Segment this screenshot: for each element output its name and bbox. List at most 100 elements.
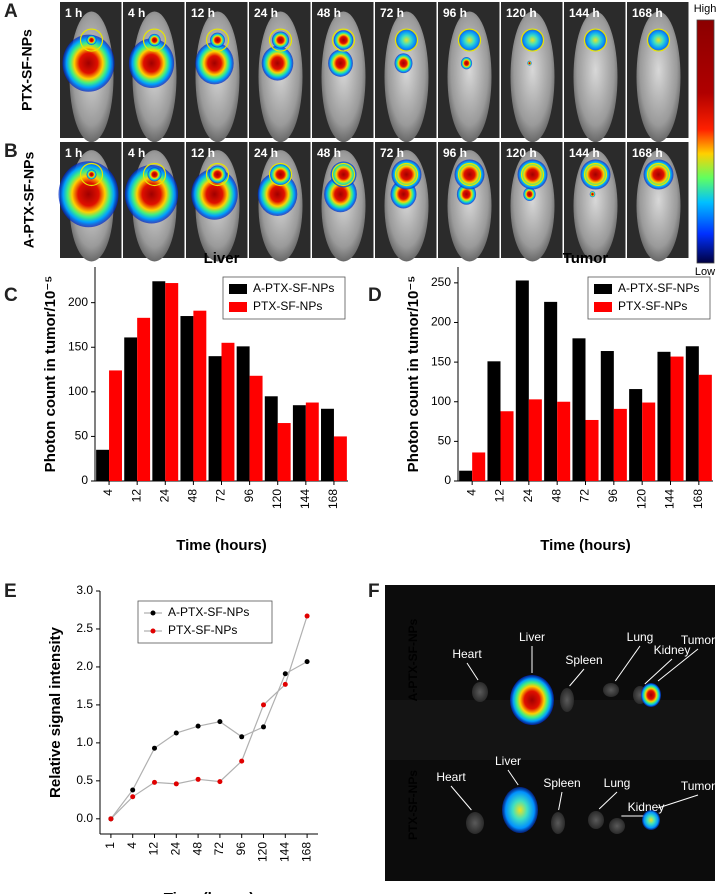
tumor-outline: [646, 162, 671, 187]
legend-marker: [150, 628, 156, 634]
bar: [572, 338, 586, 481]
y-tick-label: 150: [431, 354, 451, 368]
bar: [208, 356, 222, 481]
panel-letter: A: [4, 1, 18, 22]
marker: [282, 681, 288, 687]
signal-liver: [195, 42, 234, 85]
tumor-outline: [520, 28, 545, 52]
legend-swatch: [229, 284, 247, 294]
bar: [698, 374, 712, 481]
marker: [239, 734, 245, 740]
signal-tumor: [86, 169, 97, 180]
signal-liver: [527, 60, 532, 66]
x-tick-label: 96: [242, 489, 256, 503]
organ-arrow: [558, 791, 563, 811]
tumor-outline: [457, 162, 482, 187]
bar: [109, 370, 122, 481]
organ: [472, 682, 488, 702]
x-tick-label: 12: [493, 489, 507, 503]
time-label: 24 h: [254, 146, 278, 160]
row-label: A-PTX-SF-NPs: [406, 618, 420, 701]
legend-swatch: [229, 302, 247, 312]
time-label: 144 h: [569, 6, 600, 20]
x-tick-label: 24: [521, 489, 535, 503]
bar: [321, 408, 334, 481]
organ-label: Tumor: [681, 633, 715, 647]
organ-arrow: [614, 645, 641, 682]
y-tick-label: 50: [75, 429, 89, 443]
tumor-outline: [646, 28, 671, 52]
x-tick-label: 4: [464, 489, 478, 496]
x-tick-label: 144: [298, 489, 312, 509]
signal-liver: [58, 161, 119, 228]
y-tick-label: 2.5: [76, 621, 93, 635]
marker: [239, 758, 245, 764]
mouse-body: [447, 11, 492, 143]
x-tick-label: 1: [103, 842, 117, 849]
bar: [459, 470, 473, 481]
y-axis-title: Photon count in tumor/10⁻⁵: [405, 276, 422, 473]
organ-label: Liver: [495, 754, 521, 768]
bar: [152, 281, 166, 481]
x-tick-label: 120: [270, 489, 284, 509]
tumor-outline: [331, 162, 356, 187]
organ-label: Spleen: [565, 653, 602, 667]
tumor-outline: [394, 28, 419, 52]
x-tick-label: 4: [125, 842, 139, 849]
bar: [629, 389, 643, 481]
mouse-body: [573, 11, 618, 143]
signal-tumor: [330, 161, 357, 188]
marker: [108, 816, 114, 822]
x-tick-label: 48: [549, 489, 563, 503]
bar: [685, 346, 699, 481]
signal-liver: [523, 187, 536, 202]
time-label: 96 h: [443, 146, 467, 160]
legend-swatch: [594, 284, 612, 294]
marker: [195, 723, 201, 729]
x-tick-label: 24: [168, 842, 182, 856]
legend-swatch: [594, 302, 612, 312]
bar: [180, 316, 194, 481]
legend-label: PTX-SF-NPs: [618, 299, 687, 313]
tumor-outline: [142, 28, 167, 52]
mouse-body: [321, 11, 366, 143]
bar: [515, 280, 529, 481]
signal-tumor: [86, 35, 97, 46]
legend-label: A-PTX-SF-NPs: [253, 281, 334, 295]
marker: [282, 671, 288, 677]
time-label: 72 h: [380, 6, 404, 20]
x-tick-label: 48: [186, 489, 200, 503]
marker: [152, 779, 157, 785]
signal-tumor: [395, 29, 418, 52]
legend-marker: [150, 610, 156, 616]
marker: [130, 794, 136, 800]
x-tick-label: 120: [634, 489, 648, 509]
bar: [333, 436, 347, 481]
time-label: 1 h: [65, 146, 82, 160]
tumor-outline: [205, 28, 230, 52]
marker: [217, 719, 223, 725]
legend-label: PTX-SF-NPs: [253, 299, 322, 313]
bar: [600, 351, 614, 481]
bar: [544, 301, 558, 481]
x-tick-label: 72: [578, 489, 592, 503]
x-axis-title: Time (hours): [176, 537, 267, 554]
tumor-outline: [79, 162, 104, 187]
panel-letter: D: [368, 285, 382, 306]
signal-tumor: [147, 167, 162, 182]
bar: [305, 402, 319, 481]
signal-liver: [128, 38, 175, 89]
organ-label: Heart: [452, 647, 482, 661]
time-label: 96 h: [443, 6, 467, 20]
time-label: 48 h: [317, 146, 341, 160]
time-label: 120 h: [506, 6, 537, 20]
time-label: 144 h: [569, 146, 600, 160]
line: [110, 661, 308, 820]
line: [110, 615, 308, 820]
signal-tumor: [521, 29, 544, 52]
organ: [551, 812, 565, 834]
y-tick-label: 100: [431, 394, 451, 408]
bar: [236, 346, 250, 481]
time-label: 120 h: [506, 146, 537, 160]
